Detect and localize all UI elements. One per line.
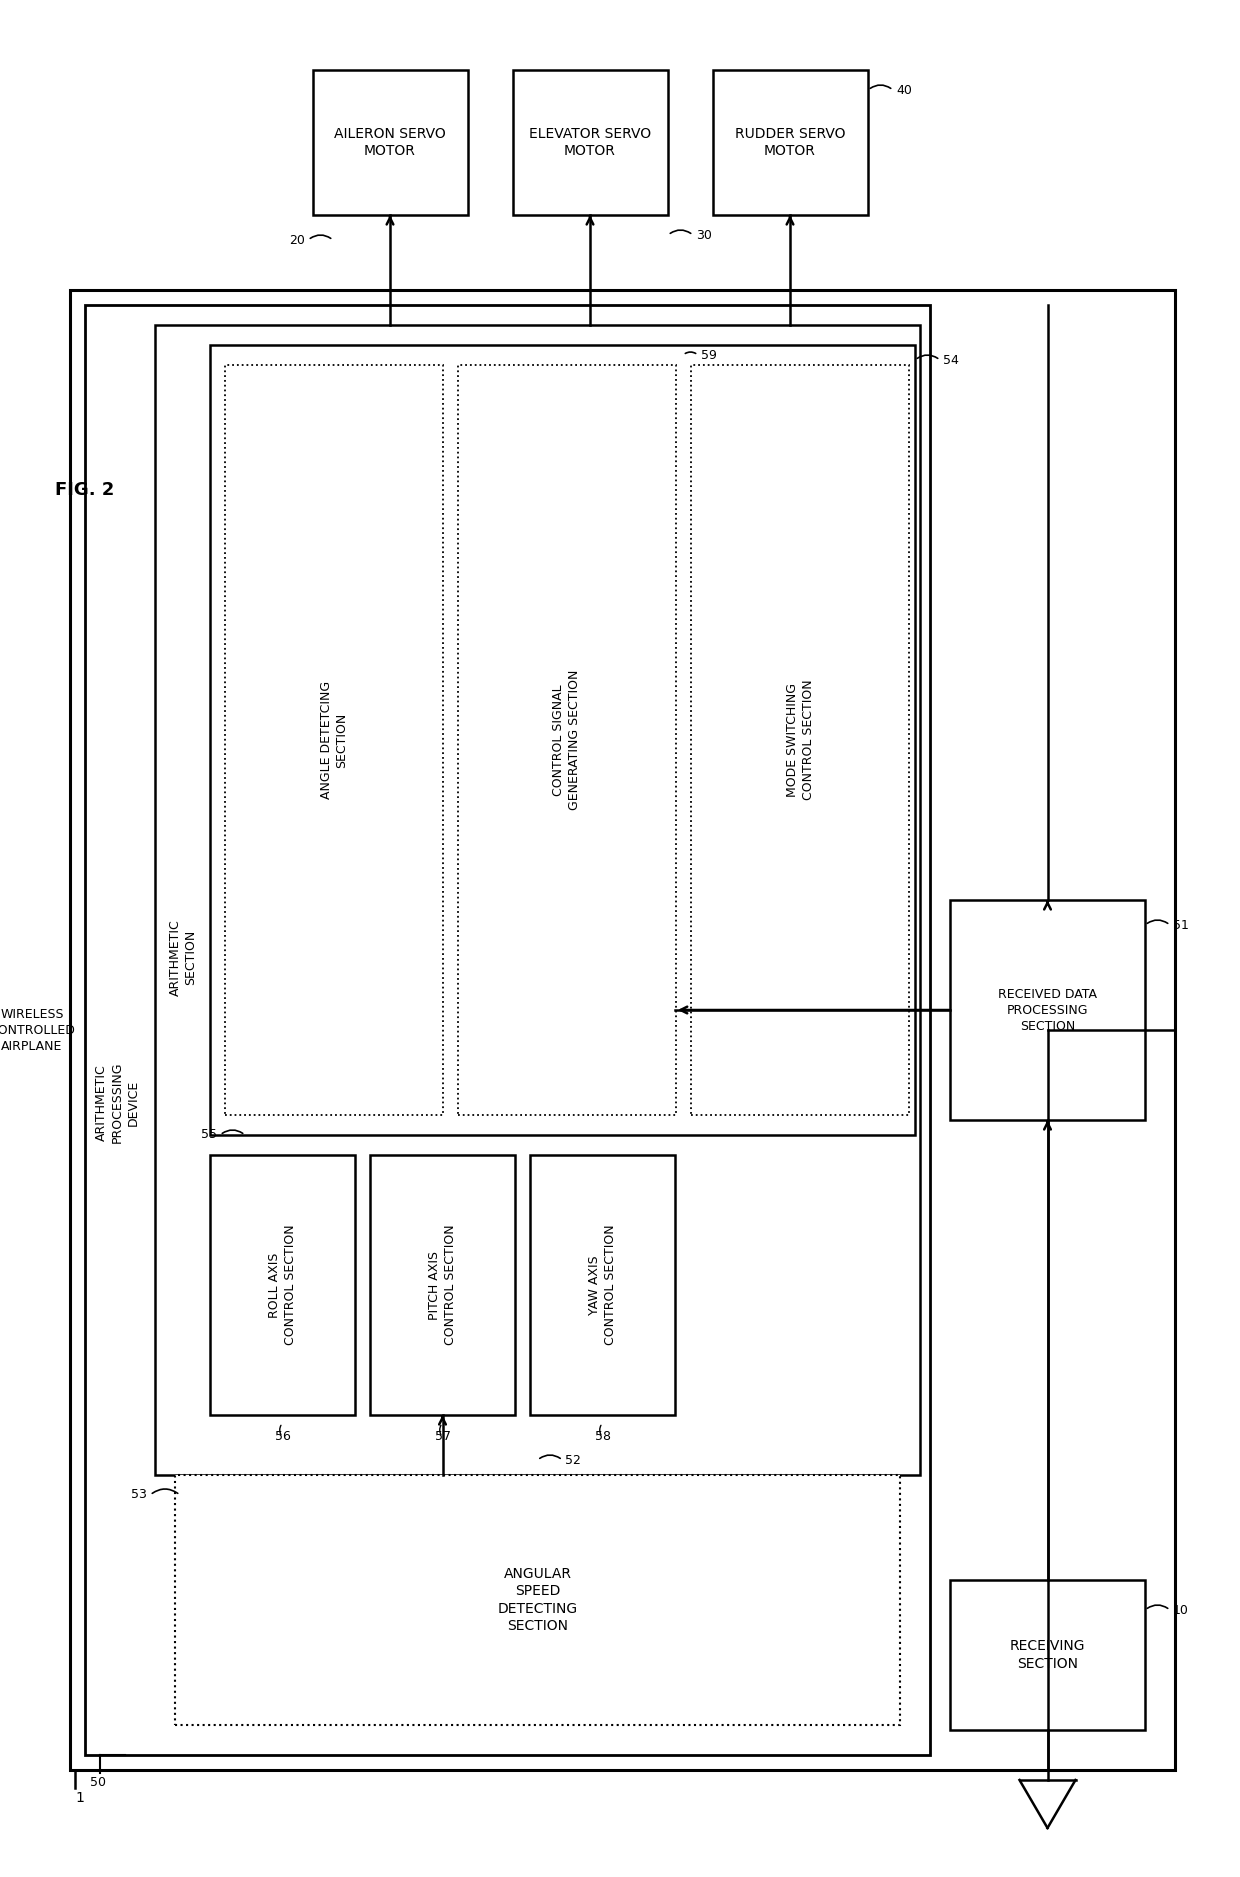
Text: 53: 53: [131, 1488, 148, 1502]
Bar: [175, 1475, 900, 1725]
Text: 54: 54: [942, 353, 959, 366]
Text: 20: 20: [289, 233, 305, 246]
Text: ANGLE DETETCING
SECTION: ANGLE DETETCING SECTION: [320, 681, 348, 800]
Text: 59: 59: [701, 349, 717, 362]
Bar: [69, 291, 1176, 1770]
Text: FIG. 2: FIG. 2: [55, 481, 114, 499]
Bar: [950, 899, 1145, 1121]
Text: ARITHMETIC
SECTION: ARITHMETIC SECTION: [169, 920, 197, 997]
Text: ANGULAR
SPEED
DETECTING
SECTION: ANGULAR SPEED DETECTING SECTION: [497, 1567, 578, 1633]
Text: 40: 40: [897, 83, 911, 96]
Text: RUDDER SERVO
MOTOR: RUDDER SERVO MOTOR: [735, 128, 846, 158]
Text: YAW AXIS
CONTROL SECTION: YAW AXIS CONTROL SECTION: [588, 1224, 618, 1346]
Text: 10: 10: [1173, 1603, 1189, 1616]
Bar: [210, 345, 915, 1136]
Text: MODE SWITCHING
CONTROL SECTION: MODE SWITCHING CONTROL SECTION: [785, 679, 815, 800]
Bar: [513, 69, 668, 216]
Text: 52: 52: [565, 1453, 582, 1466]
Text: WIRELESS
CONTROLLED
AIRPLANE: WIRELESS CONTROLLED AIRPLANE: [0, 1008, 74, 1053]
Text: RECEIVING
SECTION: RECEIVING SECTION: [1009, 1639, 1085, 1671]
Text: 30: 30: [696, 229, 712, 242]
Bar: [691, 364, 909, 1115]
Bar: [370, 1154, 515, 1415]
Bar: [155, 325, 920, 1475]
Text: PITCH AXIS
CONTROL SECTION: PITCH AXIS CONTROL SECTION: [428, 1224, 458, 1346]
Bar: [713, 69, 868, 216]
Bar: [458, 364, 676, 1115]
Text: ELEVATOR SERVO
MOTOR: ELEVATOR SERVO MOTOR: [529, 128, 651, 158]
Text: 57: 57: [434, 1430, 450, 1443]
Text: 50: 50: [91, 1776, 105, 1789]
Text: ROLL AXIS
CONTROL SECTION: ROLL AXIS CONTROL SECTION: [268, 1224, 298, 1346]
Text: AILERON SERVO
MOTOR: AILERON SERVO MOTOR: [334, 128, 446, 158]
Bar: [312, 69, 467, 216]
Text: 1: 1: [74, 1791, 84, 1806]
Bar: [210, 1154, 355, 1415]
Bar: [529, 1154, 675, 1415]
Text: 55: 55: [201, 1128, 217, 1141]
Bar: [950, 1580, 1145, 1731]
Bar: [224, 364, 443, 1115]
Text: CONTROL SIGNAL
GENERATING SECTION: CONTROL SIGNAL GENERATING SECTION: [553, 670, 582, 811]
Text: 51: 51: [1173, 918, 1189, 931]
Bar: [86, 304, 930, 1755]
Text: 58: 58: [594, 1430, 610, 1443]
Text: 56: 56: [274, 1430, 290, 1443]
Text: RECEIVED DATA
PROCESSING
SECTION: RECEIVED DATA PROCESSING SECTION: [998, 987, 1097, 1032]
Text: ARITHMETIC
PROCESSING
DEVICE: ARITHMETIC PROCESSING DEVICE: [94, 1062, 139, 1143]
